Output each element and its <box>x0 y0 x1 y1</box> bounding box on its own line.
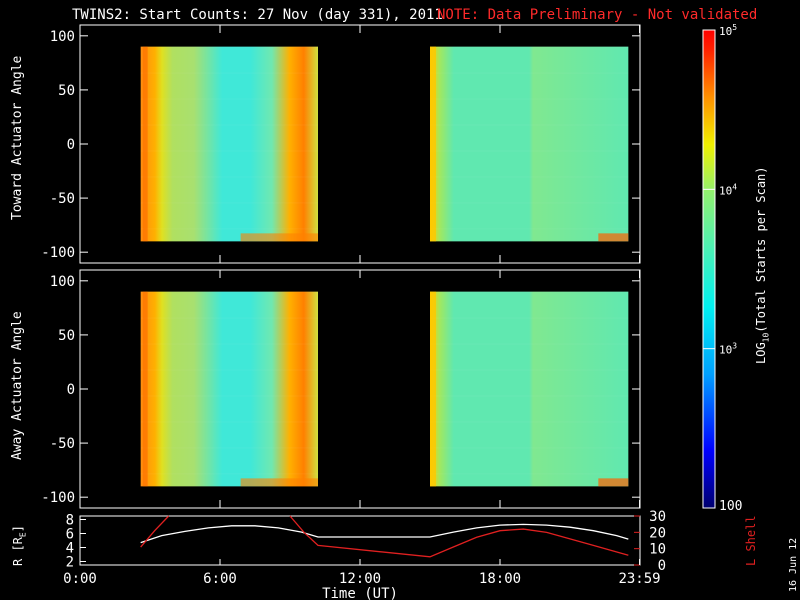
colorbar-label: LOG10(Total Starts per Scan) <box>754 167 770 365</box>
colorbar-tick-label: 104 <box>719 182 737 197</box>
heatmap-edge <box>142 291 148 487</box>
y-tick-label: 0 <box>67 137 75 153</box>
heatmap-texture <box>430 176 629 178</box>
orbit-left-ylabel-close: ] <box>11 525 25 533</box>
heatmap-texture <box>430 317 629 319</box>
orbit-series-line <box>140 515 170 548</box>
heatmap-edge <box>598 478 629 487</box>
heatmap-texture <box>430 473 629 475</box>
y-tick-label: 100 <box>50 29 75 45</box>
colorbar-min-label: 100 <box>719 499 742 514</box>
orbit-right-ylabel: L Shell <box>744 515 758 566</box>
heatmap-block <box>430 291 629 487</box>
heatmap-block <box>140 291 318 487</box>
heatmap-texture <box>430 98 629 100</box>
x-tick-label: 23:59 <box>618 571 660 587</box>
orbit-left-ylabel-text: R [R <box>11 537 25 566</box>
colorbar-tick-exp: 5 <box>732 23 737 32</box>
y-tick-label: -50 <box>50 436 75 452</box>
y-tick-label: -50 <box>50 191 75 207</box>
orbit-left-tick-label: 2 <box>66 555 74 571</box>
top-panel-ylabel: Toward Actuator Angle <box>10 55 25 220</box>
orbit-left-tick-label: 8 <box>66 513 74 529</box>
heatmap-edge <box>240 233 318 242</box>
y-tick-label: 100 <box>50 274 75 290</box>
heatmap-texture <box>140 202 318 204</box>
heatmap-texture <box>430 72 629 74</box>
colorbar-tick-label: 105 <box>719 23 737 38</box>
x-tick-label: 6:00 <box>203 571 237 587</box>
heatmap-texture <box>430 150 629 152</box>
heatmap-texture <box>140 369 318 371</box>
heatmap-block <box>140 46 318 242</box>
heatmap-edge <box>430 291 436 487</box>
heatmap-texture <box>430 291 629 293</box>
heatmap-texture <box>430 395 629 397</box>
x-tick-label: 0:00 <box>63 571 97 587</box>
heatmap-texture <box>140 317 318 319</box>
heatmap-texture <box>140 98 318 100</box>
x-tick-label: 12:00 <box>339 571 381 587</box>
heatmap-texture <box>140 291 318 293</box>
chart-title: TWINS2: Start Counts: 27 Nov (day 331), … <box>72 7 443 23</box>
orbit-left-tick-label: 6 <box>66 527 74 543</box>
heatmap-edge <box>598 233 629 242</box>
heatmap-texture <box>140 124 318 126</box>
heatmap-texture <box>430 124 629 126</box>
heatmap-edge <box>142 46 148 242</box>
colorbar-tick-exp: 4 <box>732 182 737 191</box>
heatmap-texture <box>430 202 629 204</box>
y-tick-label: 50 <box>58 83 75 99</box>
heatmap-texture <box>140 46 318 48</box>
heatmap-texture <box>430 421 629 423</box>
heatmap-block <box>430 46 629 242</box>
orbit-series-line <box>289 515 629 558</box>
orbit-left-ylabel-sub: E <box>18 532 28 538</box>
colorbar-tick-exp: 3 <box>732 342 737 351</box>
orbit-left-ylabel: R [RE] <box>11 525 27 566</box>
y-tick-label: 0 <box>67 382 75 398</box>
x-axis-label: Time (UT) <box>322 586 398 600</box>
heatmap-texture <box>140 72 318 74</box>
heatmap-texture <box>140 395 318 397</box>
heatmap-texture <box>140 150 318 152</box>
x-tick-label: 18:00 <box>479 571 521 587</box>
heatmap-texture <box>140 176 318 178</box>
colorbar-tick-label: 103 <box>719 342 737 357</box>
orbit-panel-frame <box>79 515 641 566</box>
orbit-right-tick-label: 30 <box>649 509 666 525</box>
y-tick-label: -100 <box>41 245 75 261</box>
heatmap-texture <box>140 473 318 475</box>
bottom-panel-ylabel: Away Actuator Angle <box>10 311 25 460</box>
preliminary-note: NOTE: Data Preliminary - Not validated <box>437 7 758 23</box>
heatmap-texture <box>140 447 318 449</box>
date-stamp: 16 Jun 12 <box>788 537 799 592</box>
heatmap-edge <box>240 478 318 487</box>
orbit-right-tick-label: 10 <box>649 542 666 558</box>
orbit-right-tick-label: 0 <box>658 558 666 574</box>
y-tick-label: -100 <box>41 490 75 506</box>
heatmap-texture <box>140 421 318 423</box>
heatmap-edge <box>430 46 436 242</box>
colorbar <box>702 29 716 509</box>
colorbar-label-log: LOG <box>754 342 768 364</box>
heatmap-texture <box>140 228 318 230</box>
colorbar-label-rest: (Total Starts per Scan) <box>754 166 768 333</box>
heatmap-texture <box>430 343 629 345</box>
colorbar-label-sub: 10 <box>761 332 771 343</box>
heatmap-texture <box>430 447 629 449</box>
heatmap-texture <box>430 46 629 48</box>
orbit-right-tick-label: 20 <box>649 525 666 541</box>
y-tick-label: 50 <box>58 328 75 344</box>
orbit-left-tick-label: 4 <box>66 541 74 557</box>
orbit-series-line <box>140 523 629 544</box>
heatmap-texture <box>430 369 629 371</box>
heatmap-texture <box>430 228 629 230</box>
heatmap-texture <box>140 343 318 345</box>
